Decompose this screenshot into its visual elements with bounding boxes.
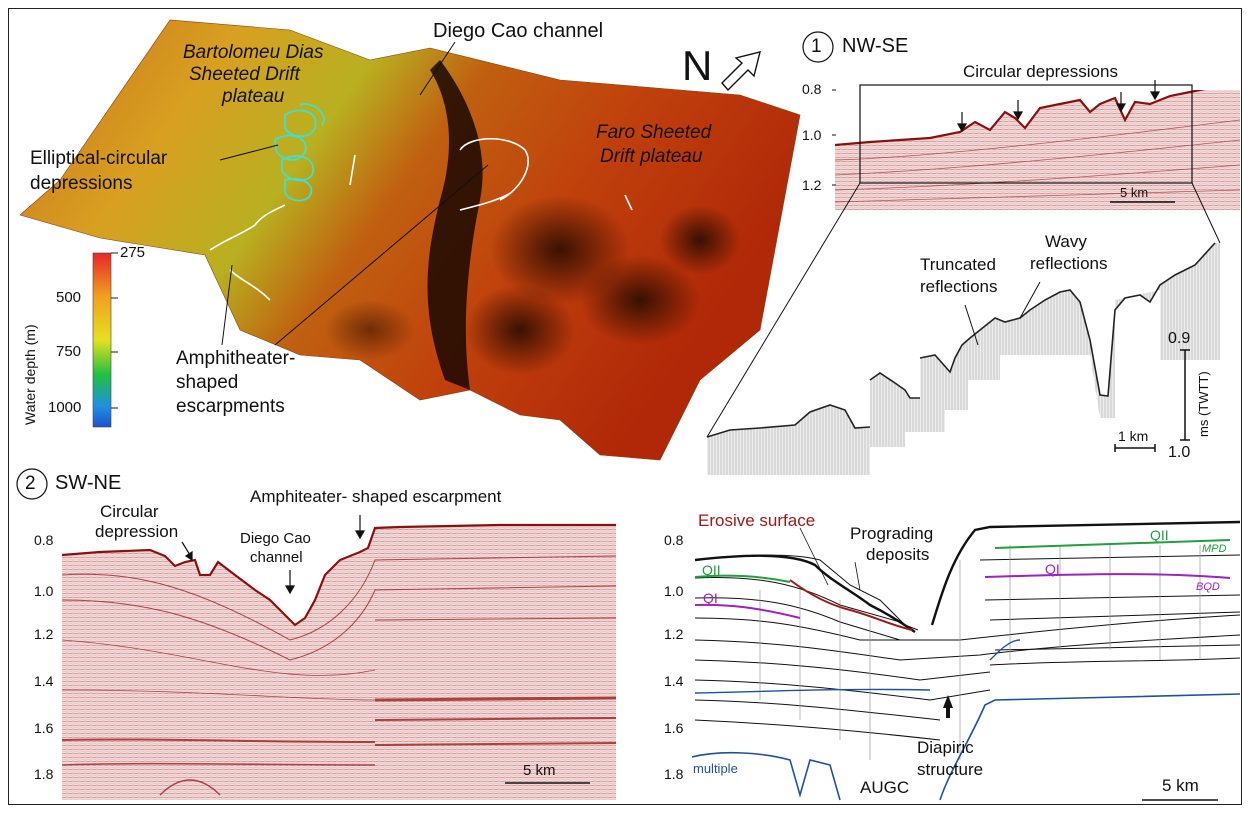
interp-qii-right: QII xyxy=(1150,527,1169,543)
label-bartolomeu-1: Bartolomeu Dias xyxy=(183,42,324,63)
interp-prograding-1: Prograding xyxy=(850,524,934,543)
profile2-number: 2 xyxy=(25,473,36,494)
profile2-seismic xyxy=(62,525,616,800)
profile2-amphiteater: Amphiteater- shaped escarpment xyxy=(250,487,502,506)
profile1-title: NW-SE xyxy=(842,35,909,57)
interp-qii-left: QII xyxy=(702,562,721,578)
interp-qi-right: QI xyxy=(1045,561,1060,577)
block-map xyxy=(19,19,801,461)
profile2-ytick-0: 0.8 xyxy=(34,532,54,548)
zoom-wavy-1: Wavy xyxy=(1045,232,1087,251)
profile2-arrows xyxy=(181,515,366,595)
label-elliptical-2: depressions xyxy=(30,173,133,194)
qi-left-line xyxy=(694,603,801,619)
profile2-ytick-4: 1.6 xyxy=(34,720,54,736)
diapiric-arrow-icon xyxy=(943,695,953,718)
profile2-ytick-2: 1.2 xyxy=(34,626,54,642)
legend-title: Water depth (m) xyxy=(22,324,38,425)
profile1-annotation: Circular depressions xyxy=(963,62,1118,81)
profile2-scale-label: 5 km xyxy=(523,762,556,779)
profile1-section xyxy=(706,31,1240,438)
label-faro-1: Faro Sheeted xyxy=(596,122,712,143)
profile1-number-circle xyxy=(802,31,834,63)
profile2-diego-1: Diego Cao xyxy=(240,530,311,547)
interp-ytick-4: 1.6 xyxy=(664,720,684,736)
interp-prograding-2: deposits xyxy=(866,545,930,564)
terrain-surface xyxy=(19,19,801,461)
profile2-diego-2: channel xyxy=(250,549,303,566)
profile2-ytick-5: 1.8 xyxy=(34,766,54,782)
erosive-surface-line xyxy=(789,579,913,631)
zoom-axis-bottom: 1.0 xyxy=(1168,444,1191,461)
interp-ytick-3: 1.4 xyxy=(664,673,684,689)
qii-left-line xyxy=(694,574,791,583)
profile2-ytick-1: 1.0 xyxy=(34,583,54,599)
interp-erosive: Erosive surface xyxy=(698,511,816,530)
zoom-wavy-2: reflections xyxy=(1030,254,1108,273)
map-leader-lines xyxy=(219,41,489,346)
multiple-line xyxy=(691,693,1241,801)
interp-scale-label: 5 km xyxy=(1162,776,1199,795)
interp-ytick-1: 1.0 xyxy=(664,583,684,599)
depth-legend-bar xyxy=(92,252,112,428)
zoom-axis-top: 0.9 xyxy=(1168,330,1191,347)
interp-ytick-0: 0.8 xyxy=(664,532,684,548)
amphitheater-escarpment-lines xyxy=(209,138,633,301)
interp-bqd: BQD xyxy=(1196,581,1220,593)
profile2-number-circle xyxy=(16,468,48,500)
interp-diapiric-1: Diapiric xyxy=(917,738,974,757)
profile1-ytick-2: 1.2 xyxy=(802,177,822,193)
label-bartolomeu-3: plateau xyxy=(222,86,285,107)
interp-qi-left: QI xyxy=(703,590,718,606)
profile1-seismic xyxy=(835,90,1240,210)
qi-right-line xyxy=(984,573,1231,579)
elliptical-depressions-outline xyxy=(274,103,325,202)
label-amphitheater-1: Amphitheater- xyxy=(176,348,296,369)
profile1-zoom-box xyxy=(859,84,1193,184)
interp-augc: AUGC xyxy=(860,778,910,797)
legend-tick-750: 750 xyxy=(56,343,82,360)
zoom-profile xyxy=(706,242,1220,475)
legend-tick-275: 275 xyxy=(120,244,146,261)
label-north: N xyxy=(682,42,713,89)
interp-multiple: multiple xyxy=(693,761,738,776)
profile1-ytick-1: 1.0 xyxy=(802,127,822,143)
interpretation-faults xyxy=(759,545,1201,760)
north-arrow-icon xyxy=(721,51,761,92)
zoom-seismic xyxy=(707,243,1220,475)
zoom-axis-label: ms (TWTT) xyxy=(1196,371,1211,437)
interp-mpd: MPD xyxy=(1202,543,1227,555)
profile2-circular-2: depression xyxy=(95,522,179,541)
profile2-title: SW-NE xyxy=(55,472,122,494)
interp-diapiric-2: structure xyxy=(917,760,984,779)
label-diego-cao-channel: Diego Cao channel xyxy=(433,20,604,42)
profile2-section xyxy=(16,468,617,800)
label-elliptical-1: Elliptical-circular xyxy=(30,148,168,169)
legend-tick-500: 500 xyxy=(56,289,82,306)
interpretation-section xyxy=(691,520,1241,801)
interp-ytick-5: 1.8 xyxy=(664,766,684,782)
label-bartolomeu-2: Sheeted Drift xyxy=(189,64,300,85)
profile1-arrows xyxy=(956,80,1161,133)
legend-tick-1000: 1000 xyxy=(48,399,82,416)
label-faro-2: Drift plateau xyxy=(600,146,703,167)
profile1-scale-label: 5 km xyxy=(1120,185,1149,200)
label-amphitheater-3: escarpments xyxy=(176,396,285,417)
profile1-ytick-0: 0.8 xyxy=(802,81,822,97)
zoom-truncated-1: Truncated xyxy=(920,255,996,274)
interpretation-horizons xyxy=(694,520,1241,741)
profile2-ytick-3: 1.4 xyxy=(34,673,54,689)
zoom-truncated-2: reflections xyxy=(920,277,998,296)
qii-right-line xyxy=(994,539,1231,549)
profile2-circular-1: Circular xyxy=(100,502,159,521)
profile1-number: 1 xyxy=(811,36,822,57)
zoom-scale-label: 1 km xyxy=(1118,428,1149,444)
label-amphitheater-2: shaped xyxy=(176,372,239,393)
interp-ytick-2: 1.2 xyxy=(664,626,684,642)
